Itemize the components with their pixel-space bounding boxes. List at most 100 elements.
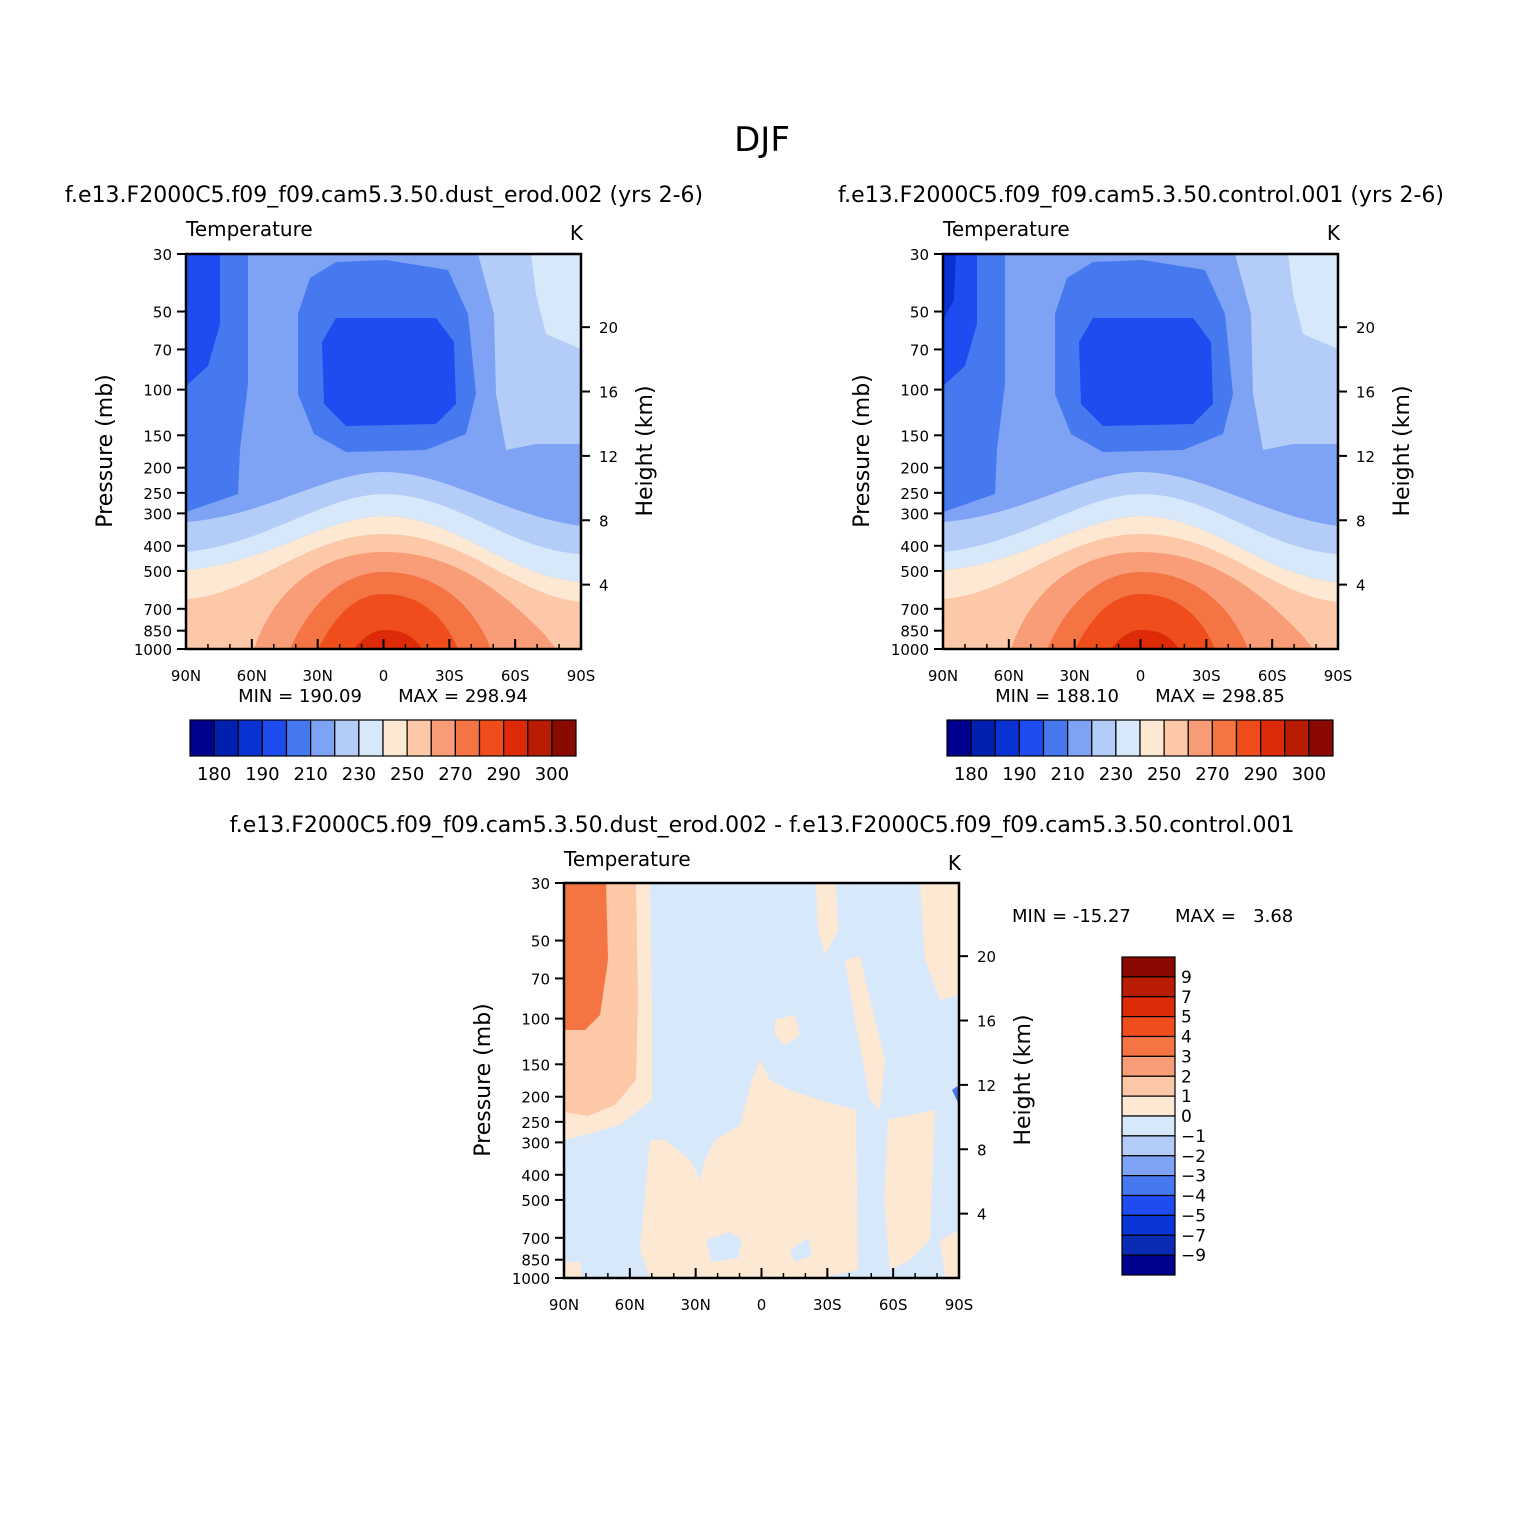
- contour-field: [943, 254, 1338, 649]
- colorbar-label: 190: [245, 764, 279, 785]
- colorbar-label: 290: [486, 764, 520, 785]
- variable-label: Temperature: [942, 217, 1070, 241]
- colorbar-box: [1308, 719, 1334, 757]
- height-tick-label: 20: [977, 948, 996, 966]
- latitude-axis: 90N 60N 30N 0 30S 60S 90S: [549, 1268, 973, 1314]
- min-label: MIN = 190.09: [238, 686, 362, 707]
- latitude-tick-label: 0: [379, 667, 389, 685]
- colorbar-label: 270: [438, 764, 472, 785]
- latitude-tick-label: 60N: [615, 1296, 645, 1314]
- pressure-tick-label: 50: [531, 933, 550, 951]
- colorbar-label: 0: [1181, 1107, 1192, 1127]
- panel-title: f.e13.F2000C5.f09_f09.cam5.3.50.control.…: [838, 183, 1444, 208]
- latitude-tick-label: 90S: [1324, 667, 1353, 685]
- colorbar-box: [1260, 719, 1286, 757]
- pressure-tick-label: 50: [910, 304, 929, 322]
- colorbar-label: −4: [1181, 1187, 1206, 1207]
- colorbar-box: [1121, 1155, 1176, 1177]
- colorbar-box: [310, 719, 336, 757]
- y-axis-label: Pressure (mb): [850, 374, 875, 528]
- colorbar-box: [946, 719, 972, 757]
- colorbar-label: 4: [1181, 1028, 1192, 1048]
- colorbar-label: 300: [535, 764, 569, 785]
- y-axis-right-label: Height (km): [633, 385, 658, 516]
- pressure-tick-label: 500: [900, 563, 929, 581]
- colorbar-box: [1121, 1175, 1176, 1197]
- colorbar-box: [334, 719, 360, 757]
- latitude-tick-label: 30S: [1192, 667, 1221, 685]
- height-tick-label: 4: [599, 577, 609, 595]
- colorbar-box: [551, 719, 577, 757]
- colorbar-label: 230: [342, 764, 376, 785]
- y-axis-right-label: Height (km): [1390, 385, 1415, 516]
- pressure-tick-label: 50: [153, 304, 172, 322]
- colorbar-box: [358, 719, 384, 757]
- pressure-tick-label: 100: [143, 382, 172, 400]
- variable-label: Temperature: [563, 847, 691, 871]
- colorbar-box: [1042, 719, 1069, 757]
- colorbar-box: [237, 719, 263, 757]
- height-axis: 20 16 12 8 4: [581, 319, 618, 595]
- pressure-tick-label: 200: [143, 460, 172, 478]
- colorbar-label: −9: [1181, 1246, 1206, 1266]
- latitude-tick-label: 90N: [549, 1296, 579, 1314]
- colorbar-box: [527, 719, 553, 757]
- colorbar-label: 2: [1181, 1067, 1192, 1087]
- panel-dust-erod: f.e13.F2000C5.f09_f09.cam5.3.50.dust_ero…: [65, 183, 703, 785]
- colorbar-label: 180: [954, 764, 988, 785]
- colorbar-label: 300: [1292, 764, 1326, 785]
- pressure-tick-label: 400: [900, 538, 929, 556]
- panel-control: f.e13.F2000C5.f09_f09.cam5.3.50.control.…: [838, 183, 1444, 785]
- colorbar-box: [1121, 1234, 1176, 1256]
- colorbar-box: [970, 719, 996, 757]
- colorbar-label: 250: [1147, 764, 1181, 785]
- panel-difference: f.e13.F2000C5.f09_f09.cam5.3.50.dust_ero…: [230, 813, 1295, 1314]
- pressure-tick-label: 300: [143, 505, 172, 523]
- pressure-tick-label: 1000: [134, 641, 172, 659]
- pressure-tick-label: 30: [153, 246, 172, 264]
- height-tick-label: 8: [977, 1141, 987, 1159]
- colorbar-box: [382, 719, 408, 757]
- pressure-tick-label: 1000: [891, 641, 929, 659]
- colorbar-box: [994, 719, 1020, 757]
- latitude-tick-label: 90N: [171, 667, 201, 685]
- max-label: MAX = 298.85: [1155, 686, 1285, 707]
- colorbar-box: [1121, 976, 1176, 998]
- colorbar-box: [1115, 719, 1141, 757]
- pressure-tick-label: 850: [521, 1252, 550, 1270]
- latitude-tick-label: 0: [757, 1296, 767, 1314]
- colorbar-label: 1: [1181, 1087, 1192, 1107]
- pressure-tick-label: 100: [521, 1011, 550, 1029]
- y-axis-label: Pressure (mb): [471, 1003, 496, 1157]
- y-axis-label: Pressure (mb): [93, 374, 118, 528]
- pressure-tick-label: 200: [521, 1089, 550, 1107]
- colorbar-label: 210: [1050, 764, 1084, 785]
- pressure-tick-label: 500: [143, 563, 172, 581]
- latitude-tick-label: 90S: [945, 1296, 974, 1314]
- colorbar-label: 230: [1099, 764, 1133, 785]
- colorbar-box: [1018, 719, 1045, 757]
- pressure-tick-label: 250: [900, 485, 929, 503]
- colorbar-label: 3: [1181, 1047, 1192, 1067]
- colorbar-label: 9: [1181, 968, 1192, 988]
- colorbar-box: [1121, 1194, 1176, 1216]
- colorbar: 180 190 210 230 250 270 290 300: [189, 719, 577, 785]
- latitude-tick-label: 60S: [1258, 667, 1287, 685]
- min-label: MIN = 188.10: [995, 686, 1119, 707]
- colorbar-box: [1121, 1135, 1176, 1157]
- panel-title: f.e13.F2000C5.f09_f09.cam5.3.50.dust_ero…: [230, 813, 1295, 838]
- colorbar-label: −2: [1181, 1147, 1206, 1167]
- height-tick-label: 20: [599, 319, 618, 337]
- colorbar-label: 180: [197, 764, 231, 785]
- height-tick-label: 16: [977, 1013, 996, 1031]
- pressure-tick-label: 100: [900, 382, 929, 400]
- units-label: K: [1327, 221, 1341, 245]
- pressure-tick-label: 300: [521, 1134, 550, 1152]
- pressure-tick-label: 850: [900, 623, 929, 641]
- colorbar-box: [213, 719, 239, 757]
- colorbar-label: 7: [1181, 988, 1192, 1008]
- contour-field: [564, 883, 959, 1278]
